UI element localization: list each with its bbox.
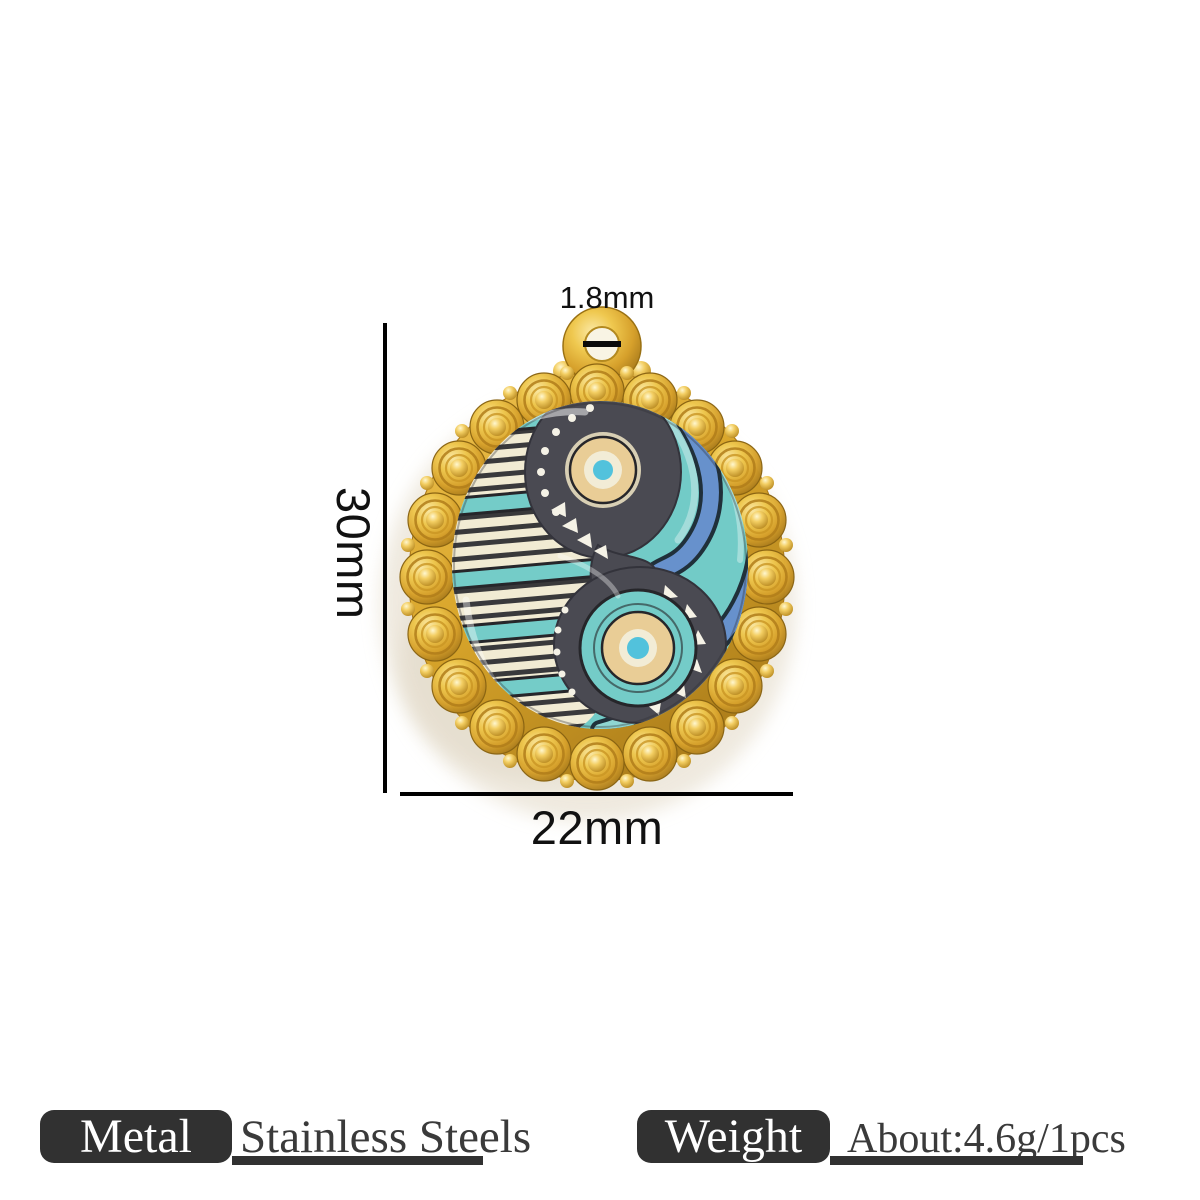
pendant-bail [553, 306, 651, 386]
weight-spec-underline [830, 1156, 1083, 1165]
metal-spec-chip: Metal [40, 1110, 232, 1163]
upper-eye [565, 432, 641, 508]
lower-eye [578, 588, 698, 708]
weight-spec-label: Weight [664, 1110, 803, 1163]
hole-diameter-label: 1.8mm [559, 280, 655, 315]
width-dimension-label: 22mm [530, 801, 664, 854]
weight-spec-chip: Weight [637, 1110, 830, 1163]
metal-spec-label: Metal [80, 1110, 192, 1163]
metal-spec-underline [232, 1156, 483, 1165]
metal-spec-value: Stainless Steels [240, 1111, 532, 1163]
width-dimension-line [400, 792, 793, 796]
hole-measure-mark [583, 341, 621, 347]
height-dimension-label: 30mm [327, 487, 380, 620]
height-dimension-line [383, 323, 387, 793]
weight-spec-value: About:4.6g/1pcs [847, 1116, 1126, 1162]
pendant-edge-balls [401, 366, 793, 788]
